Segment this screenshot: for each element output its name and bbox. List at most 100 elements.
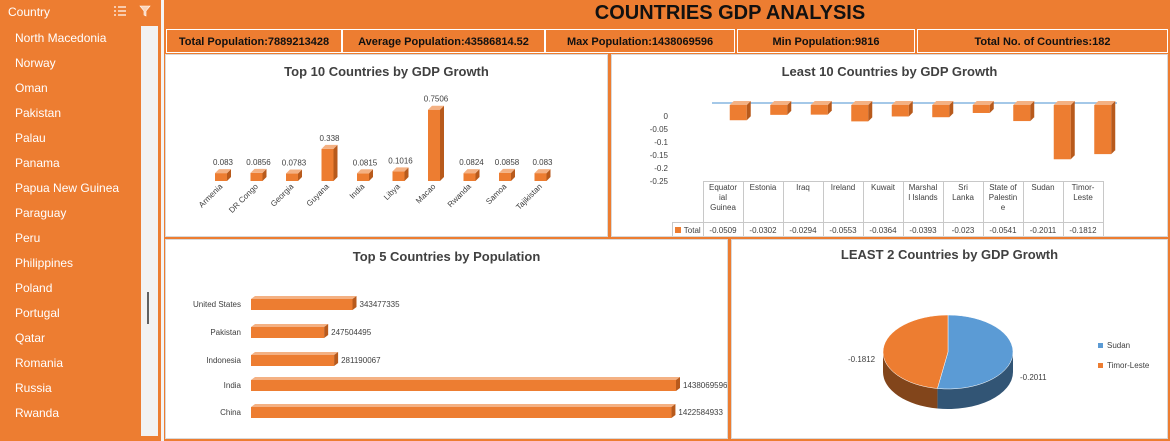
pie-slice <box>937 314 1014 390</box>
slicer-item[interactable]: Panama <box>15 156 60 170</box>
legend-entry: Timor-Leste <box>1098 360 1149 380</box>
x-tick-label: Macao <box>414 182 438 206</box>
legend-label: Sudan <box>1107 341 1131 350</box>
bar <box>251 299 353 310</box>
table-value-cell: -0.0553 <box>822 222 864 236</box>
slicer-header: Country <box>0 0 160 24</box>
slicer-item[interactable]: Pakistan <box>15 106 62 120</box>
bar-side <box>334 352 339 366</box>
bar <box>851 105 869 122</box>
legend-swatch <box>1098 343 1103 349</box>
bar-top <box>851 101 873 105</box>
x-tick-label: Tajikistan <box>514 182 544 212</box>
clear-filter-icon[interactable] <box>139 5 152 18</box>
legend-swatch <box>1098 363 1103 369</box>
bar <box>810 105 828 115</box>
legend-label: Timor-Leste <box>1107 361 1150 370</box>
table-header-cell: Iraq <box>782 181 824 223</box>
chart-title: Least 10 Countries by GDP Growth <box>781 64 998 79</box>
table-value-cell: -0.0364 <box>862 222 904 236</box>
bar <box>1013 105 1031 122</box>
x-tick-label: Guyana <box>305 182 332 209</box>
bar <box>463 173 476 181</box>
country-slicer: Country North Macedonia Norway Oman Pakista… <box>0 0 160 441</box>
bar <box>392 171 405 181</box>
data-label: 343477335 <box>360 300 401 309</box>
chart-top5-population[interactable]: Top 5 Countries by Population United Sta… <box>165 239 728 439</box>
series-key-cell: Total <box>672 222 704 236</box>
data-label: 0.083 <box>532 158 553 167</box>
chart-top10-gdp-growth[interactable]: Top 10 Countries by GDP Growth 0.083 Arme… <box>165 54 608 237</box>
slicer-item[interactable]: Rwanda <box>15 406 60 420</box>
bar-side <box>511 168 515 181</box>
data-label: 1422584933 <box>678 408 723 417</box>
slicer-item[interactable]: Qatar <box>15 331 46 345</box>
slicer-scrollbar-thumb[interactable] <box>147 292 149 324</box>
bar-top <box>932 101 954 105</box>
category-label: Equator <box>708 183 738 192</box>
category-label: e <box>1000 203 1006 212</box>
chart-least10-gdp-growth[interactable]: Least 10 Countries by GDP Growth 0 -0.05 -… <box>611 54 1168 237</box>
slicer-item[interactable]: Portugal <box>15 306 60 320</box>
table-header-cell: Timor- Leste <box>1062 181 1104 223</box>
x-tick-label: Libya <box>382 182 402 202</box>
slicer-item[interactable]: Papua New Guinea <box>15 181 120 195</box>
slicer-item[interactable]: Russia <box>15 381 52 395</box>
data-label: 0.083 <box>213 158 234 167</box>
slicer-item[interactable]: Oman <box>15 81 48 95</box>
bar-side <box>827 101 832 115</box>
slicer-item-list: North Macedonia Norway Oman Pakistan Palau Pa… <box>0 26 140 426</box>
bar-top <box>286 169 302 174</box>
slicer-item[interactable]: Philippines <box>15 256 74 270</box>
data-label: 0.0783 <box>282 159 307 168</box>
category-label: Estonia <box>749 183 777 192</box>
bar <box>251 355 335 366</box>
bar <box>499 172 511 181</box>
y-tick-label: China <box>220 408 241 417</box>
table-header-cell: Sudan <box>1022 181 1064 223</box>
bar-top <box>770 101 792 105</box>
slicer-item[interactable]: Paraguay <box>15 206 67 220</box>
y-tick-label: -0.1 <box>654 138 668 147</box>
table-header-cell: State of Palestin e <box>982 181 1024 223</box>
bar-top <box>428 105 444 110</box>
bar-top <box>810 101 832 105</box>
slicer-item[interactable]: Norway <box>15 56 56 70</box>
bar-top <box>499 168 515 173</box>
bar-side <box>1070 101 1075 160</box>
data-label: 0.0815 <box>353 158 378 167</box>
slicer-item[interactable]: Peru <box>15 231 41 245</box>
data-label: 281190067 <box>341 356 381 365</box>
bar-top <box>251 377 680 380</box>
bar-side <box>746 101 751 121</box>
bar <box>1053 105 1071 160</box>
data-label: 0.1016 <box>388 156 413 165</box>
bar-top <box>250 168 267 173</box>
slicer-item[interactable]: Palau <box>15 131 46 145</box>
table-value-cell: -0.0302 <box>742 222 784 236</box>
table-value-cell: -0.0541 <box>982 222 1024 236</box>
multi-select-icon[interactable] <box>113 5 127 18</box>
bar-side <box>676 377 680 391</box>
bar-side <box>324 324 329 338</box>
slicer-item[interactable]: North Macedonia <box>15 31 107 45</box>
slicer-item[interactable]: Poland <box>15 281 53 295</box>
bar-side <box>227 169 231 181</box>
slicer-scrollbar[interactable] <box>141 26 158 436</box>
bar <box>534 173 547 181</box>
chart-title: LEAST 2 Countries by GDP Growth <box>840 247 1059 262</box>
bar-top <box>972 101 994 105</box>
chart-title: Top 10 Countries by GDP Growth <box>284 64 489 79</box>
category-label: Sudan <box>1031 183 1055 192</box>
bar-side <box>908 101 913 117</box>
x-tick-label: Georgia <box>269 182 296 209</box>
chart-least2-gdp-growth[interactable]: LEAST 2 Countries by GDP Growth -0.2011-… <box>731 239 1168 439</box>
table-header-cell: Marshal l Islands <box>902 181 944 223</box>
x-tick-label: DR Congo <box>227 182 260 215</box>
bar-top <box>251 296 357 299</box>
bar-side <box>333 144 338 181</box>
chart-data-table: Equator ial Guinea Estonia Iraq Ireland Kuwait… <box>672 181 1104 236</box>
pie-legend: Sudan Timor-Leste <box>1098 340 1149 380</box>
slicer-item[interactable]: Romania <box>15 356 64 370</box>
bar-side <box>787 101 792 115</box>
